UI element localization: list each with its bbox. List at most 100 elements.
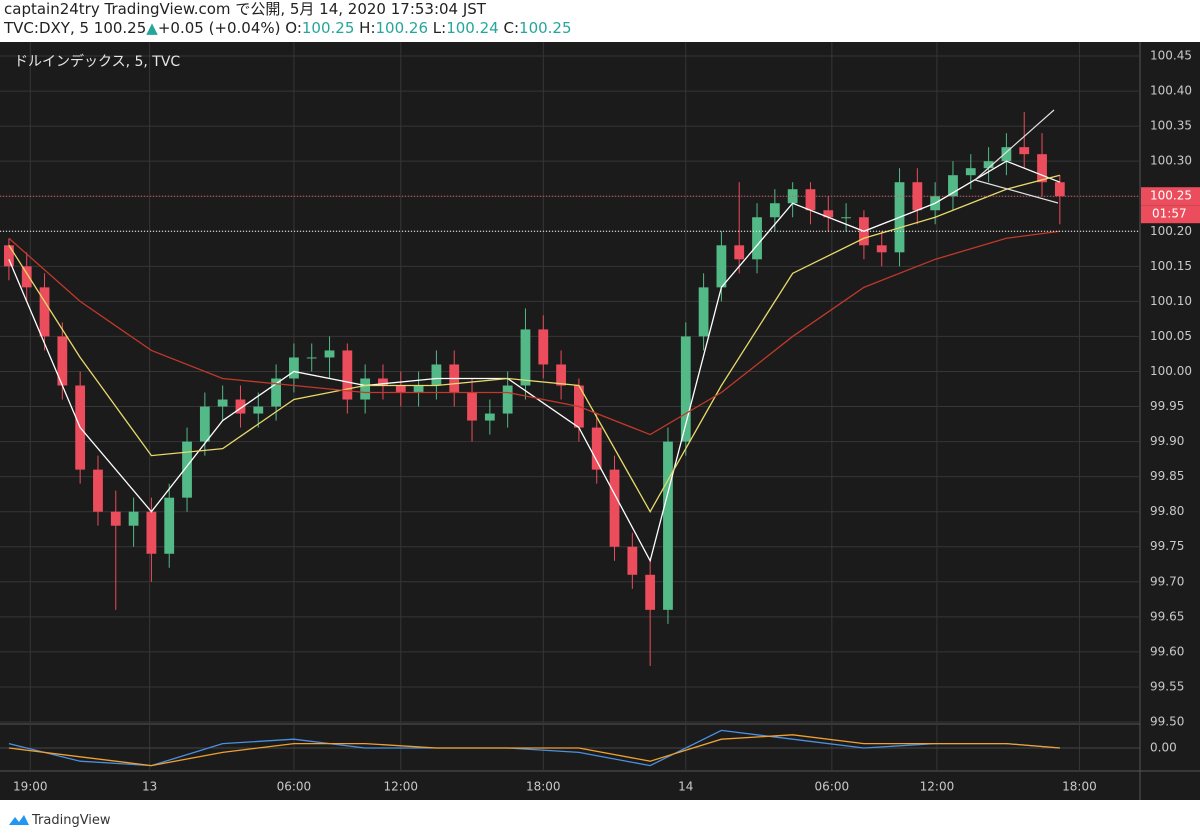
candle-body [841, 217, 851, 219]
candle-body [680, 336, 691, 442]
candle-body [271, 378, 281, 407]
candle-body [413, 385, 424, 393]
header-quote: TVC:DXY, 5 100.25▲+0.05 (+0.04%) O:100.2… [0, 19, 1200, 38]
candle-body [538, 329, 549, 365]
c-label: C: [503, 19, 520, 37]
y-tick-label: 99.70 [1150, 574, 1184, 588]
candle-body [395, 385, 406, 393]
candle-body [663, 441, 673, 610]
y-tick-label: 99.95 [1150, 399, 1184, 413]
arrow: ▲ [146, 19, 158, 37]
chart-legend: ドルインデックス, 5, TVC [14, 53, 180, 70]
candle-body [235, 399, 246, 414]
header-title: captain24try TradingView.com で公開, 5月 14,… [4, 0, 486, 18]
candle-body [253, 406, 264, 414]
y-tick-label: 100.15 [1150, 259, 1192, 273]
candle-body [378, 378, 388, 386]
chart: ドルインデックス, 5, TVC 99.50 99.55 99.60 99.65 99.… [0, 42, 1200, 800]
candle-body [965, 168, 976, 176]
y-tick-label: 100.10 [1150, 294, 1192, 308]
candle-body [1054, 182, 1065, 197]
y-tick-label: 99.90 [1150, 434, 1184, 448]
candle-body [306, 357, 317, 359]
y-tick-label: 100.30 [1150, 154, 1192, 168]
y-tick-label: 99.60 [1150, 644, 1184, 658]
y-tick-label: 99.80 [1150, 504, 1184, 518]
candle-body [21, 266, 32, 288]
trend-line [974, 109, 1055, 181]
candle-body [912, 182, 923, 211]
symbol: TVC:DXY, 5 100.25 [4, 19, 147, 37]
y-tick-label: 100.20 [1150, 224, 1192, 238]
x-tick-label: 18:00 [1062, 780, 1097, 794]
countdown-bg [1141, 205, 1200, 224]
candle-body [484, 413, 495, 421]
l-label: L: [432, 19, 447, 37]
candle-body [93, 469, 103, 512]
candle-body [1001, 147, 1012, 162]
h-label: H: [359, 19, 376, 37]
candle-body [948, 175, 958, 197]
countdown: 01:57 [1152, 207, 1187, 221]
indicator-line [8, 734, 1060, 767]
candle-body [716, 245, 727, 288]
candle-body [4, 245, 14, 267]
candle-body [769, 203, 780, 218]
candle-body [698, 287, 709, 337]
l-value: 100.24 [446, 19, 499, 37]
x-tick-label: 12:00 [383, 780, 418, 794]
candle-body [520, 329, 531, 386]
candle-body [805, 189, 816, 211]
candle-body [467, 392, 477, 421]
candle-body [823, 210, 834, 218]
candle-body [324, 350, 335, 358]
candle-body [876, 245, 887, 253]
y-tick-label: 99.50 [1150, 715, 1184, 729]
x-tick-label: 18:00 [526, 780, 561, 794]
candle-body [182, 441, 192, 498]
x-tick-label: 06:00 [815, 780, 850, 794]
price-label: 100.25 [1150, 189, 1192, 203]
moving-average [8, 160, 1061, 563]
candle-body [1037, 154, 1047, 183]
candle-body [110, 511, 121, 526]
footer: TradingView [0, 800, 1200, 838]
x-tick-label: 12:00 [920, 780, 955, 794]
y-tick-label: 100.05 [1150, 329, 1192, 343]
candle-body [431, 364, 442, 386]
price-label-bg [1141, 187, 1200, 206]
o-label: O: [285, 19, 302, 37]
c-value: 100.25 [519, 19, 572, 37]
y-tick-label: 100.45 [1150, 49, 1192, 63]
y-tick-label: 0.00 [1150, 741, 1177, 755]
candle-body [556, 364, 566, 386]
x-tick-label: 06:00 [277, 780, 312, 794]
trend-line [974, 179, 1059, 204]
candle-body [1019, 147, 1030, 155]
x-tick-label: 13 [142, 780, 157, 794]
y-tick-label: 99.55 [1150, 679, 1184, 693]
background [0, 42, 1200, 800]
candle-body [39, 287, 50, 337]
candle-body [645, 574, 656, 610]
candle-body [342, 350, 353, 400]
o-value: 100.25 [301, 19, 355, 37]
candle-body [983, 161, 994, 169]
candle-body [199, 406, 210, 442]
candle-body [752, 217, 762, 260]
y-tick-label: 99.65 [1150, 609, 1184, 623]
moving-average [8, 230, 1060, 436]
h-value: 100.26 [375, 19, 429, 37]
indicator-line [8, 729, 1060, 767]
y-tick-label: 100.35 [1150, 119, 1192, 133]
moving-average [8, 174, 1061, 514]
candle-body [146, 511, 157, 554]
candle-body [734, 245, 745, 260]
logo-icon [9, 815, 29, 825]
footer-brand: TradingView [32, 813, 111, 828]
candle-body [217, 399, 228, 407]
candle-body [609, 469, 620, 547]
plot [0, 112, 1140, 767]
x-tick-label: 19:00 [13, 780, 48, 794]
